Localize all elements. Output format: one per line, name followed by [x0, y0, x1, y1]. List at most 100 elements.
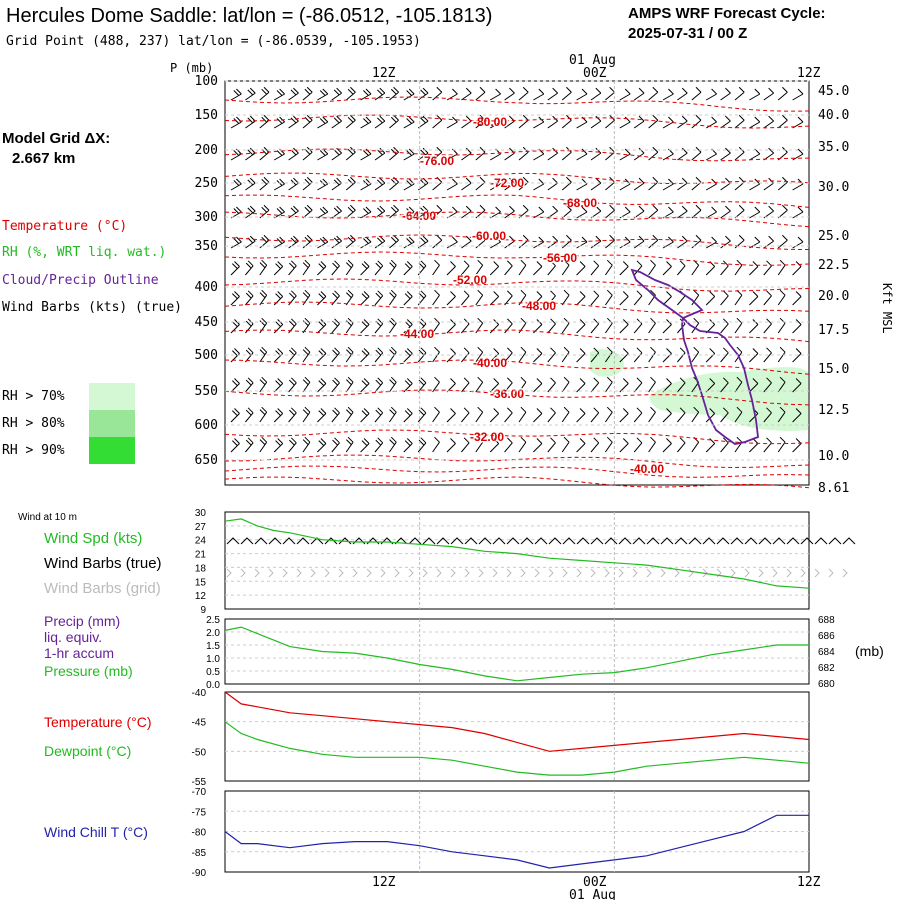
wind-barb [360, 383, 370, 393]
wind-barb-flag [336, 177, 342, 184]
wind-barb-flag [766, 377, 772, 384]
wind-barb-flag [495, 88, 501, 95]
grid-wind-barb [422, 568, 428, 578]
wind-barb [461, 265, 470, 276]
wind-barb-flag [593, 437, 600, 444]
wind-barb-flag [552, 177, 558, 184]
wind-barb-flag [408, 236, 415, 243]
pressure-tick-label: 500 [195, 348, 218, 363]
wind-barb-flag [681, 147, 688, 154]
wind-barb-flag [334, 437, 340, 444]
wind-barb-flag [290, 318, 297, 325]
wind-barb [533, 266, 543, 276]
wind-barb-flag [322, 116, 329, 123]
wind-barb-flag [563, 289, 570, 296]
wind-barb-flag [563, 436, 570, 443]
surface-wind-barb [814, 537, 828, 545]
wind-barb-flag [322, 236, 329, 243]
wind-barb-flag [563, 346, 570, 353]
wind-barb-flag [477, 317, 484, 324]
wind-barb [720, 152, 731, 161]
wind-barb-flag [408, 148, 415, 155]
wind-barb [720, 240, 731, 249]
wind-barb-flag [622, 348, 629, 354]
wind-barb-flag [377, 290, 384, 297]
pressure-tick-label: 680 [818, 679, 835, 690]
wind-barb [705, 296, 716, 306]
wind-barb [633, 382, 643, 393]
wind-barb-flag [509, 205, 515, 212]
legend-rh: RH (%, WRT liq. wat.) [2, 245, 166, 260]
wind-barb [749, 413, 759, 423]
wind-barb-flag [436, 204, 443, 211]
wind-barb-flag [290, 117, 297, 124]
wind-barb [633, 323, 643, 334]
wind-barb [345, 239, 356, 249]
temperature-series-label: Temperature (°C) [44, 714, 152, 730]
wind-barb-flag [320, 408, 327, 414]
rh80-swatch [89, 410, 135, 437]
grid-wind-barb [660, 568, 666, 578]
temp-tick-label: -40 [192, 688, 207, 699]
wind-barb-flag [738, 114, 745, 121]
wind-barb [432, 441, 440, 453]
wind-barb-flag [695, 234, 702, 241]
grid-wind-barb [310, 568, 316, 578]
pressure-tick-label: 100 [195, 74, 218, 89]
wind-barb-flag [379, 235, 386, 242]
wind-barb-flag [463, 318, 470, 325]
wind-barb-flag [593, 318, 600, 325]
wind-barb [374, 182, 386, 191]
wind-barb-flag [725, 115, 731, 122]
wind-barb-flag [404, 380, 411, 386]
wind-barb [245, 382, 254, 393]
wind-barb-flag [434, 436, 440, 443]
wind-barb-flag [263, 204, 270, 211]
grid-wind-barb [842, 568, 848, 578]
wind-barb [302, 91, 313, 101]
wind-barb [388, 381, 397, 393]
model-grid-value: 2.667 km [12, 150, 75, 167]
wind-barb-flag [434, 317, 440, 324]
wind-barb [403, 443, 413, 453]
wind-barb-flag [261, 116, 268, 123]
precip-tick-label: 2.0 [206, 628, 220, 639]
wind-barb-flag [668, 236, 674, 243]
wind-barb-flag [234, 438, 240, 444]
wind-barb [230, 443, 240, 453]
precip-tick-label: 0.0 [206, 680, 220, 691]
wind-barb [446, 443, 456, 453]
wind-barb-flag [263, 114, 270, 121]
surface-wind-barb [408, 537, 422, 545]
cycle-label: AMPS WRF Forecast Cycle: [628, 5, 826, 22]
wind-barb-flag [797, 206, 804, 213]
wind-barb [388, 264, 397, 276]
wind-barb [705, 121, 717, 129]
legend-rh80: RH > 80% [2, 416, 65, 431]
wind-barb-flag [479, 204, 486, 211]
wind-barb [604, 441, 613, 453]
wind-barb-flag [259, 320, 266, 326]
wind-barb-flag [652, 204, 659, 211]
wind-barb [576, 353, 586, 363]
wind-barb-flag [638, 147, 645, 154]
surface-wind-barb [534, 537, 548, 545]
wind-barb [489, 153, 501, 161]
wind-barb-flag [422, 115, 429, 122]
wind-barb [288, 152, 299, 161]
wind-barb-flag [279, 206, 285, 213]
wind-barb-flag [666, 261, 672, 267]
wind-barb [677, 352, 686, 363]
wind-barb-flag [393, 146, 399, 153]
wind-barb [619, 93, 631, 101]
wind-barb-flag [650, 317, 656, 324]
wind-barb-flag [249, 177, 256, 184]
wind-barb-flag [275, 321, 281, 327]
wind-barb [417, 412, 427, 423]
wind-barb-flag [363, 150, 369, 156]
wind-barb-flag [261, 406, 268, 413]
wind-barb-flag [536, 261, 543, 267]
wind-barb-flag [259, 409, 266, 415]
wind-barb-flag [463, 407, 470, 414]
wind-barb-flag [245, 439, 252, 446]
